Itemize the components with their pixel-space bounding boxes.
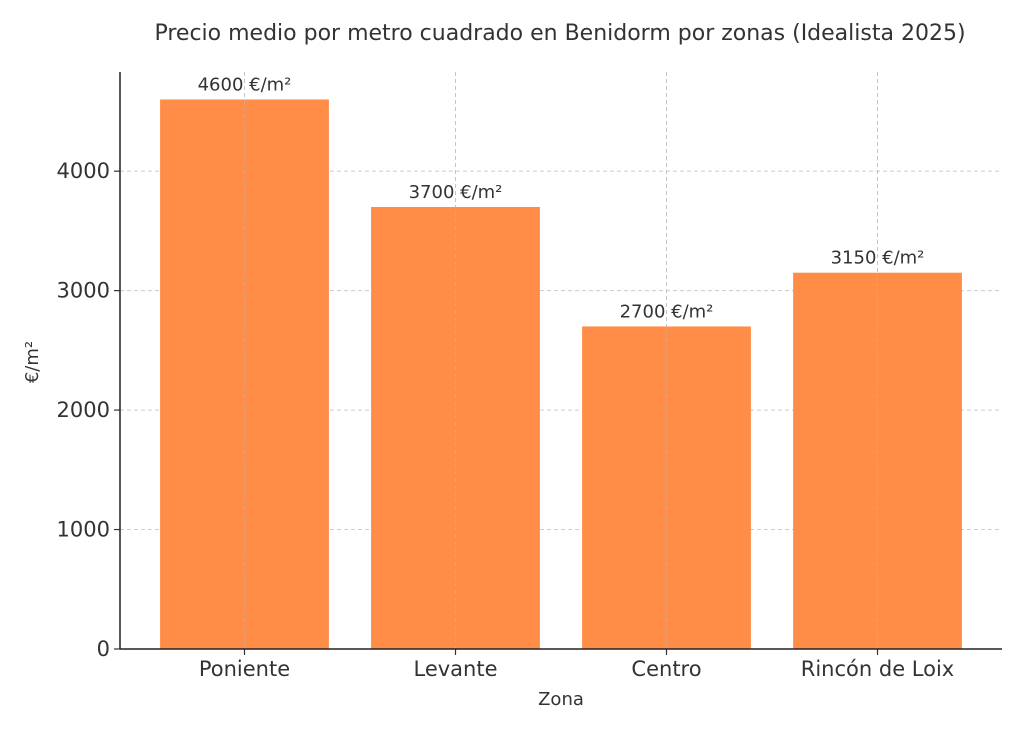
axes: 0 1000 2000 3000 4000 Poniente Levante Centro Ri… bbox=[57, 72, 1002, 681]
x-axis-label: Zona bbox=[538, 689, 584, 710]
bar-levante bbox=[371, 206, 540, 650]
x-tick-label: Poniente bbox=[199, 657, 290, 681]
y-tick-label: 4000 bbox=[57, 159, 110, 183]
y-tick-label: 2000 bbox=[57, 398, 110, 422]
data-label: 4600 €/m² bbox=[198, 74, 292, 95]
x-tick-label: Levante bbox=[413, 657, 497, 681]
data-label: 3150 €/m² bbox=[831, 248, 925, 269]
x-tick-label: Centro bbox=[631, 657, 701, 681]
y-axis-label: €/m² bbox=[22, 341, 43, 383]
chart-title: Precio medio por metro cuadrado en Benid… bbox=[154, 21, 965, 46]
y-tick-label: 0 bbox=[97, 637, 110, 661]
bars bbox=[160, 72, 962, 650]
data-label: 2700 €/m² bbox=[620, 301, 714, 322]
y-tick-label: 3000 bbox=[57, 279, 110, 303]
data-labels: 4600 €/m² 3700 €/m² 2700 €/m² 3150 €/m² bbox=[198, 74, 925, 322]
data-label: 3700 €/m² bbox=[409, 182, 503, 203]
y-tick-label: 1000 bbox=[57, 518, 110, 542]
x-tick-label: Rincón de Loix bbox=[801, 657, 954, 681]
